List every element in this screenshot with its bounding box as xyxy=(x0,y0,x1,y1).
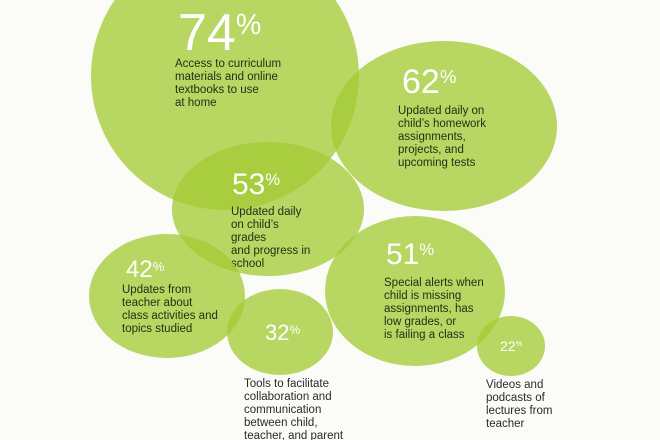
label-videos: Videos and podcasts of lectures from tea… xyxy=(486,379,553,430)
label-collaboration: Tools to facilitate collaboration and co… xyxy=(244,378,344,440)
value-alerts: 51% xyxy=(386,240,434,270)
value-collaboration: 32% xyxy=(265,322,300,344)
value-number: 53 xyxy=(232,168,266,201)
percent-sign: % xyxy=(419,241,435,260)
percent-sign: % xyxy=(152,258,165,274)
value-videos: 22% xyxy=(500,339,522,353)
bubble-videos xyxy=(477,316,545,376)
percent-sign: % xyxy=(515,339,523,349)
percent-sign: % xyxy=(289,322,301,337)
bubble-alerts xyxy=(325,216,505,366)
value-number: 62 xyxy=(402,63,440,101)
value-grades: 53% xyxy=(232,170,280,200)
value-class-activities: 42% xyxy=(126,258,164,282)
bubble-class-activities xyxy=(89,234,245,358)
label-class-activities: Updates from teacher about class activit… xyxy=(122,284,218,335)
value-number: 42 xyxy=(126,256,153,283)
label-curriculum: Access to curriculum materials and onlin… xyxy=(175,58,282,109)
value-homework: 62% xyxy=(402,65,456,99)
percent-sign: % xyxy=(439,65,457,87)
value-number: 22 xyxy=(500,338,516,354)
label-homework: Updated daily on child’s homework assign… xyxy=(398,105,486,169)
percent-sign: % xyxy=(265,171,281,190)
value-number: 32 xyxy=(265,320,290,345)
label-alerts: Special alerts when child is missing ass… xyxy=(384,277,484,341)
value-curriculum: 74% xyxy=(178,7,261,59)
bubble-collaboration xyxy=(227,289,333,375)
value-number: 74 xyxy=(178,4,236,62)
percent-sign: % xyxy=(235,9,262,42)
bubble-homework xyxy=(331,41,557,211)
value-number: 51 xyxy=(386,238,420,271)
label-grades: Updated daily on child’s grades and prog… xyxy=(231,206,311,270)
